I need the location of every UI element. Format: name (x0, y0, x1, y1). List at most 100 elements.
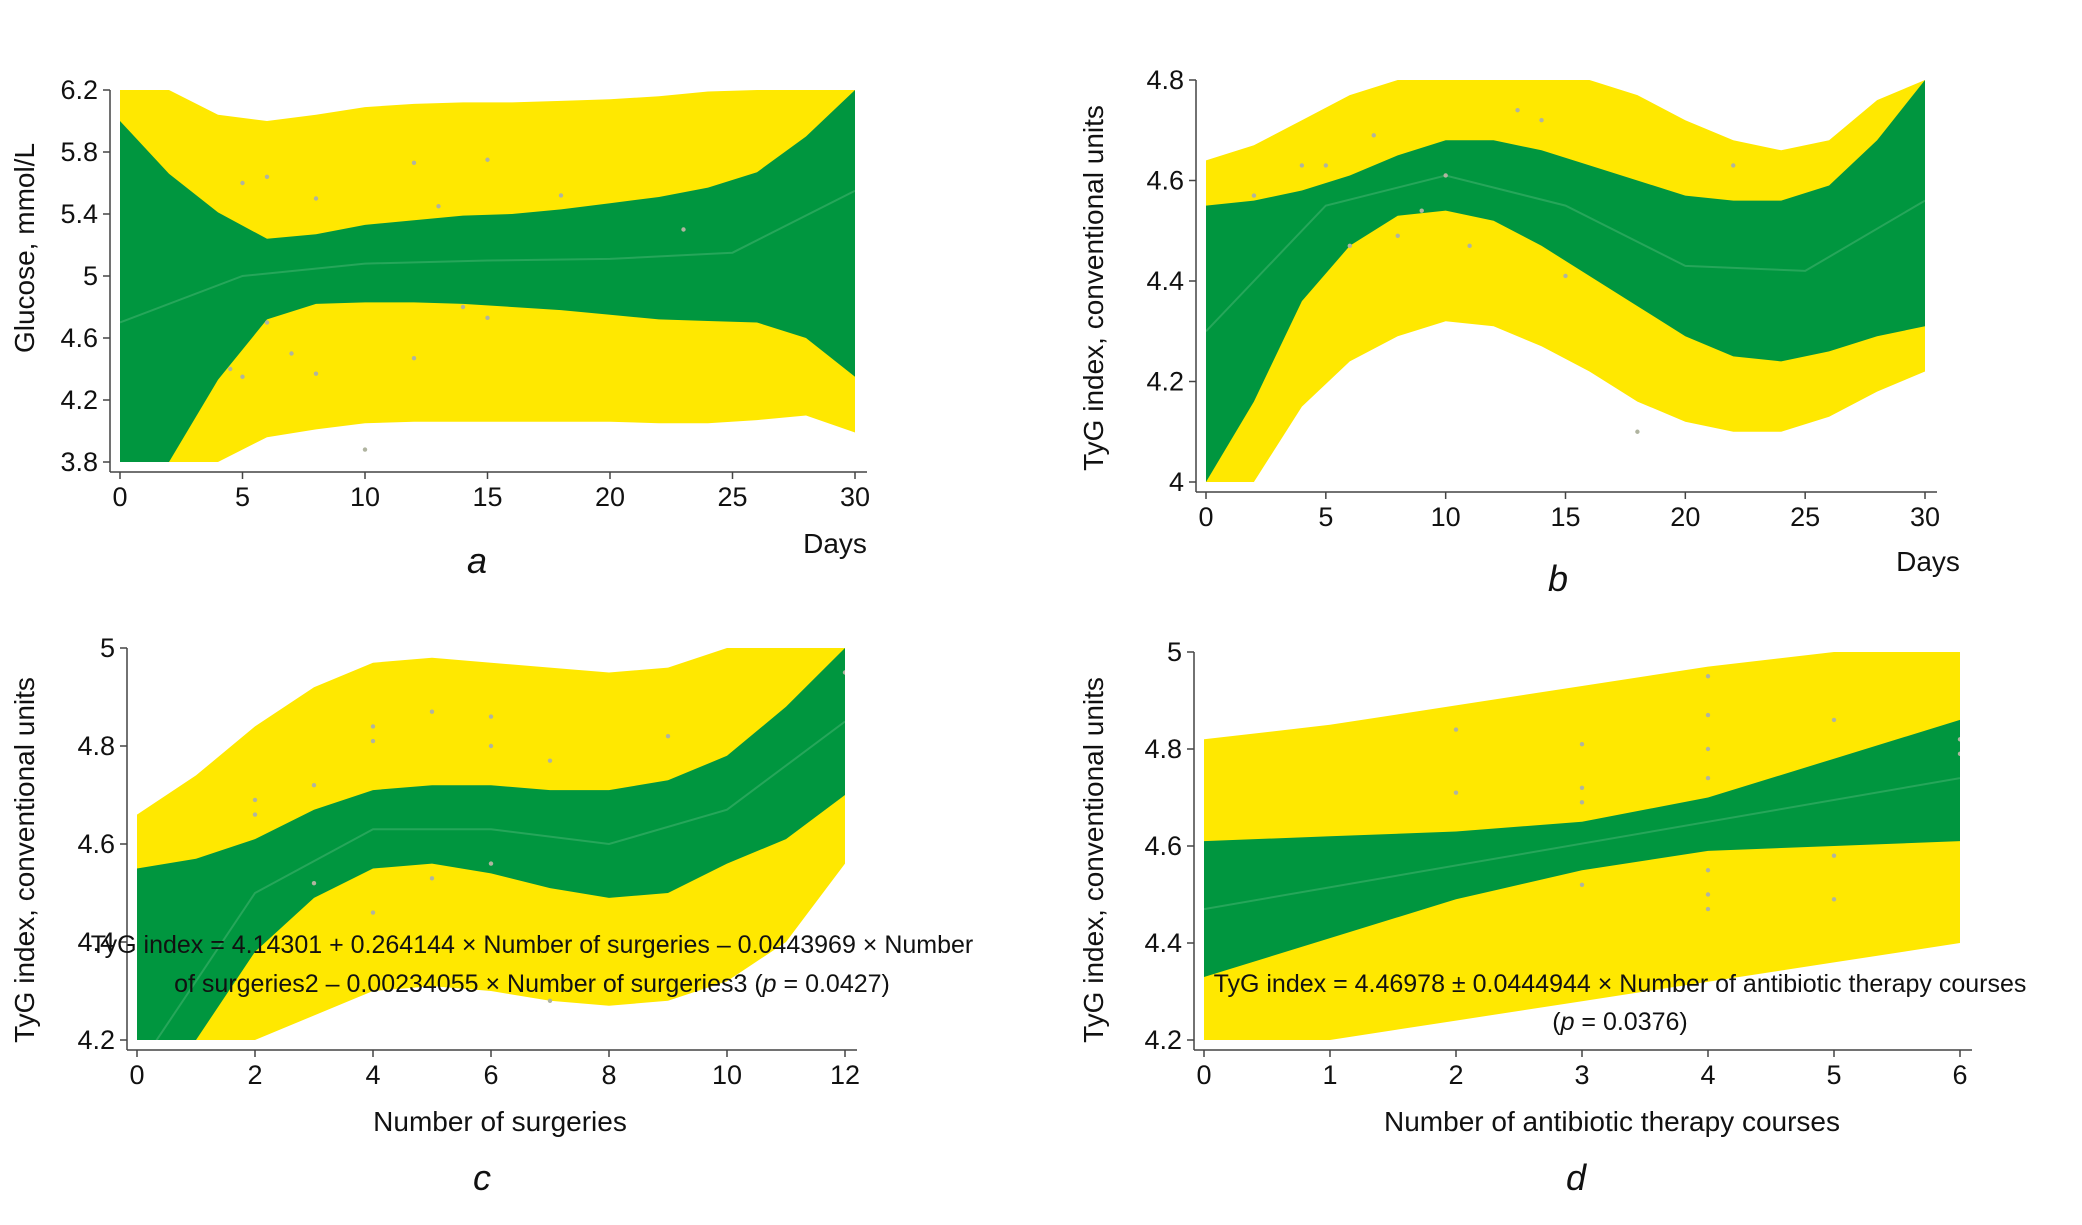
panel-d-data-point (1705, 674, 1711, 679)
panel-d-axes: 0 1 2 3 4 5 6 4.2 4.4 4.6 4.8 5 (1144, 637, 1972, 1090)
panel-d-plot-area (1204, 652, 1960, 1040)
panel-c-y-tick-label: 4.8 (77, 731, 115, 761)
panel-a-x-tick-label: 10 (350, 482, 380, 512)
panel-d-equation-line-2: (p = 0.0376) (1552, 1008, 1688, 1036)
panel-d-bands (1204, 652, 1960, 1040)
panel-a-data-point (264, 174, 270, 179)
panel-c-x-axis-label: Number of surgeries (373, 1106, 627, 1137)
panel-c-data-point (252, 812, 258, 817)
panel-a-x-axis-label: Days (803, 528, 867, 559)
panel-b-x-tick-label: 20 (1670, 502, 1700, 532)
panel-a-axes: 0 5 10 15 20 25 30 3.8 4.2 4.6 5 5.4 5.8 6.2 (60, 75, 870, 512)
panel-a-glucose-chart: 0 5 10 15 20 25 30 3.8 4.2 4.6 5 5.4 5.8 6.2 Glucose,… (9, 75, 870, 581)
panel-b-y-tick-label: 4.6 (1146, 166, 1184, 196)
panel-d-x-axis-label: Number of antibiotic therapy courses (1384, 1106, 1840, 1137)
panel-c-x-tick-label: 6 (483, 1060, 498, 1090)
panel-c-x-tick-label: 4 (365, 1060, 380, 1090)
panel-d-y-tick-label: 4.8 (1144, 734, 1182, 764)
panel-c-data-point (370, 724, 376, 729)
panel-b-x-tick-label: 25 (1790, 502, 1820, 532)
panel-b-y-tick-label: 4 (1169, 467, 1184, 497)
panel-d-data-point (1579, 800, 1585, 805)
panel-a-data-point (240, 180, 245, 186)
panel-d-x-tick-label: 4 (1700, 1060, 1715, 1090)
panel-d-data-point (1579, 785, 1585, 790)
panel-d-tyg-antibiotic-chart: 0 1 2 3 4 5 6 4.2 4.4 4.6 4.8 5 TyG index, conventi… (1078, 637, 2026, 1198)
panel-c-data-point (665, 734, 671, 739)
panel-a-x-tick-label: 20 (595, 482, 625, 512)
panel-a-data-point (681, 227, 686, 232)
panel-a-data-point (436, 204, 441, 209)
panel-c-y-tick-label: 4.4 (77, 927, 115, 957)
panel-b-data-point (1371, 133, 1376, 138)
panel-d-data-point (1453, 790, 1459, 795)
panel-a-fit-line (120, 189, 855, 324)
panel-b-data-point (1299, 163, 1305, 168)
panel-d-data-point (1705, 868, 1711, 873)
panel-b-fit-line (1206, 174, 1925, 332)
panel-c-y-tick-label: 4.2 (77, 1025, 115, 1055)
panel-c-data-point (488, 714, 494, 719)
panel-d-data-point (1705, 746, 1711, 752)
panel-b-data-point (1443, 173, 1448, 178)
panel-c-confidence-band (137, 648, 845, 1040)
panel-a-y-tick-label: 5.8 (60, 137, 98, 167)
panel-a-y-tick-label: 5 (83, 261, 98, 291)
panel-b-data-point (1419, 208, 1424, 213)
panel-c-x-tick-label: 2 (247, 1060, 262, 1090)
panel-d-fit-line (1204, 777, 1960, 911)
panel-a-y-tick-label: 4.6 (60, 323, 98, 353)
panel-b-data-point (1563, 273, 1568, 279)
panel-a-data-point (460, 304, 466, 310)
panel-a-data-point (485, 315, 490, 321)
panel-b-data-point (1635, 429, 1640, 434)
panel-d-x-tick-label: 6 (1952, 1060, 1967, 1090)
panel-b-x-axis-label: Days (1896, 546, 1960, 577)
panel-c-data-point (429, 876, 435, 881)
panel-c-data-point (488, 861, 494, 866)
panel-a-data-point (289, 351, 294, 356)
panel-c-y-tick-label: 4.6 (77, 829, 115, 859)
panel-b-x-tick-label: 15 (1550, 502, 1580, 532)
panel-c-data-point (370, 738, 376, 744)
panel-c-x-tick-label: 12 (830, 1060, 860, 1090)
panel-d-data-point (1831, 853, 1837, 858)
panel-a-data-point (313, 371, 319, 376)
panel-a-data-point (313, 196, 319, 201)
panel-a-y-tick-label: 4.2 (60, 385, 98, 415)
panel-d-equation-line-1: TyG index = 4.46978 ± 0.0444944 × Number… (1214, 970, 2027, 998)
panel-d-y-axis-label: TyG index, conventional units (1078, 677, 1109, 1043)
panel-d-data-point (1957, 737, 1960, 742)
panel-d-y-tick-label: 4.6 (1144, 831, 1182, 861)
panel-a-y-tick-label: 6.2 (60, 75, 98, 105)
panel-a-data-point (411, 355, 417, 361)
panel-b-data-point (1323, 163, 1329, 168)
panel-a-y-tick-label: 3.8 (60, 447, 98, 477)
panel-c-data-point (547, 998, 553, 1003)
panel-a-y-tick-label: 5.4 (60, 199, 98, 229)
panel-c-data-point (311, 783, 317, 788)
panel-b-x-tick-label: 30 (1910, 502, 1940, 532)
panel-c-bands (137, 648, 845, 1040)
panel-d-y-tick-label: 4.4 (1144, 928, 1182, 958)
panel-b-axes: 0 5 10 15 20 25 30 4 4.2 4.4 4.6 4.8 (1146, 65, 1940, 532)
panel-a-x-tick-label: 0 (112, 482, 127, 512)
panel-a-bands (120, 90, 855, 462)
panel-c-tyg-surgeries-chart: 0 2 4 6 8 10 12 4.2 4.4 4.6 4.8 5 TyG index, conven… (9, 633, 973, 1198)
panel-c-y-axis-label: TyG index, conventional units (9, 677, 40, 1043)
panel-b-plot-area (1206, 80, 1925, 482)
panel-a-x-tick-label: 30 (840, 482, 870, 512)
panel-c-data-point (429, 709, 435, 714)
panel-c-fit-line (155, 720, 845, 1040)
panel-c-data-point (370, 910, 376, 915)
panel-a-data-point (558, 193, 564, 198)
panel-d-x-tick-label: 5 (1826, 1060, 1841, 1090)
panel-d-data-point (1705, 775, 1711, 781)
panel-a-data-point (240, 374, 245, 379)
panel-d-data-point (1705, 906, 1711, 912)
panel-b-bands (1206, 80, 1925, 482)
panel-d-letter: d (1566, 1157, 1587, 1198)
panel-b-data-point (1395, 233, 1400, 238)
panel-d-data-point (1705, 712, 1711, 718)
panel-c-data-point (311, 881, 317, 886)
